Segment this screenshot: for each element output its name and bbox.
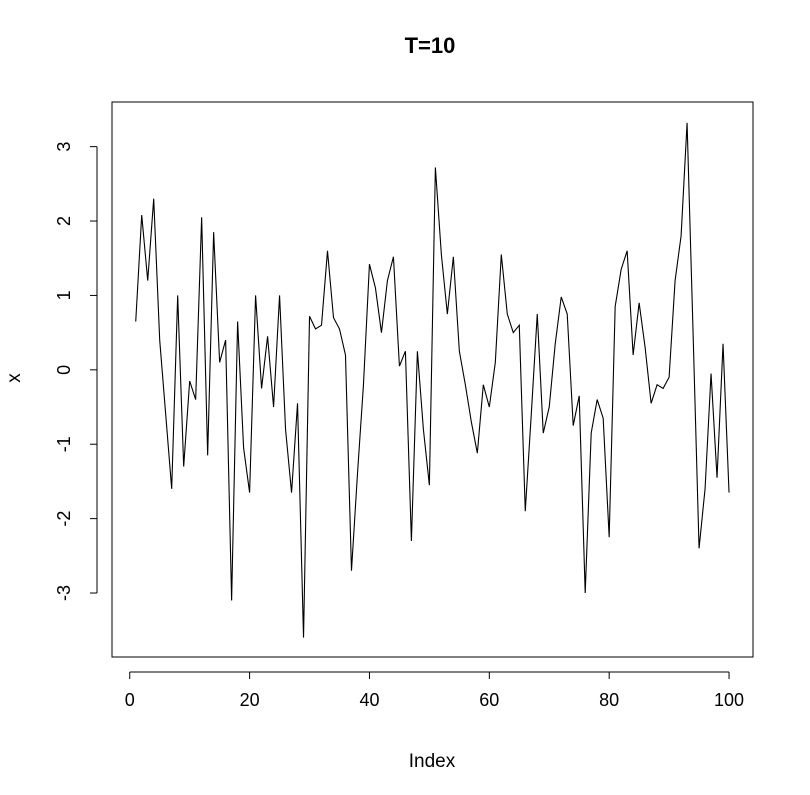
- y-tick-label: 0: [54, 365, 74, 375]
- y-axis-label: x: [4, 373, 25, 383]
- chart-title: T=10: [405, 33, 456, 58]
- y-tick-label: -2: [54, 511, 74, 527]
- plot-frame: [111, 101, 754, 658]
- series-layer: [135, 122, 730, 638]
- y-tick-label: -1: [54, 436, 74, 452]
- x-tick-label: 20: [240, 690, 260, 710]
- y-axis: -3 -2 -1 0 1 2 3: [54, 142, 98, 601]
- x-axis: 0 20 40 60 80 100: [125, 671, 744, 710]
- x-tick-label: 0: [125, 690, 135, 710]
- y-tick-label: -3: [54, 585, 74, 601]
- x-axis-label: Index: [409, 751, 456, 772]
- series-line: [135, 122, 730, 638]
- y-tick-label: 1: [54, 290, 74, 300]
- x-tick-label: 100: [714, 690, 744, 710]
- x-tick-label: 40: [359, 690, 379, 710]
- y-tick-label: 3: [54, 142, 74, 152]
- x-tick-label: 60: [479, 690, 499, 710]
- x-tick-label: 80: [599, 690, 619, 710]
- y-tick-label: 2: [54, 216, 74, 226]
